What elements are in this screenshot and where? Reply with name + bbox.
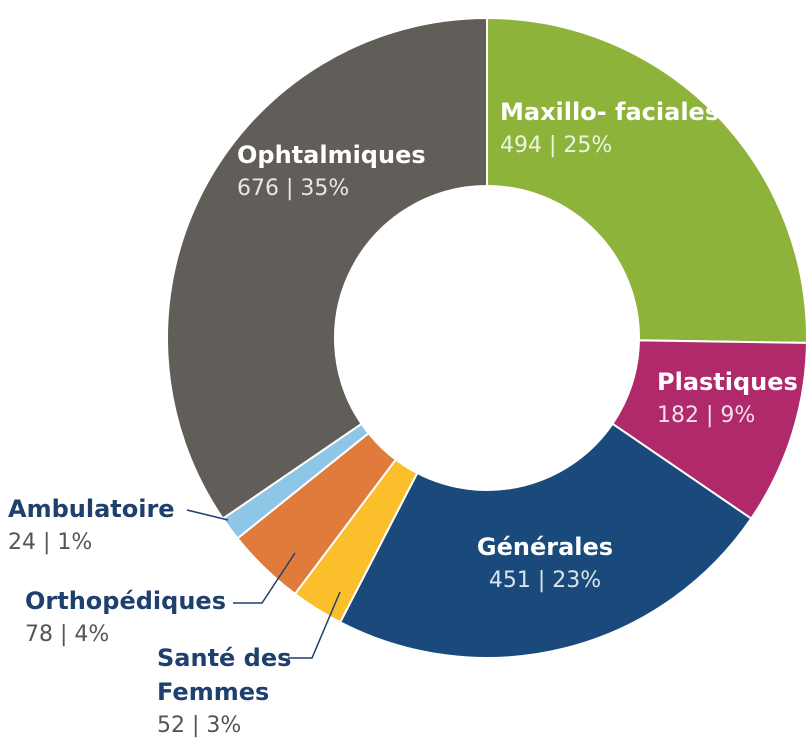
leader-line [186,509,229,521]
value-label: 52 | 3% [157,713,242,738]
value-label: 24 | 1% [8,530,93,555]
wedges [165,16,806,659]
category-label: Générales [476,533,614,561]
slice-label: Orthopédiques 78 | 4% [25,584,226,652]
slice-label: Ambulatoire 24 | 1% [8,492,175,560]
value-label: 451 | 23% [488,568,602,593]
slice-label: Maxillo- faciales 494 | 25% [500,95,719,163]
category-label: Ambulatoire [8,495,175,523]
category-label: Maxillo- faciales [500,98,720,126]
leader-line [288,591,341,659]
category-label: Plastiques [657,368,798,396]
value-label: 676 | 35% [237,176,350,201]
wedge [165,16,488,520]
category-label: Orthopédiques [25,587,226,615]
wedge [338,422,753,659]
wedge [486,16,806,344]
slice-label: Générales 451 | 23% [445,530,645,598]
value-label: 494 | 25% [500,133,613,158]
slice-label: Plastiques 182 | 9% [657,365,798,433]
category-label: Ophtalmiques [237,141,426,169]
slice-label: Ophtalmiques 676 | 35% [237,138,426,206]
value-label: 78 | 4% [25,622,110,647]
slice-label: Santé des Femmes 52 | 3% [157,641,297,743]
category-label: Santé des Femmes [157,644,292,706]
leader-line [233,552,296,604]
value-label: 182 | 9% [657,403,756,428]
